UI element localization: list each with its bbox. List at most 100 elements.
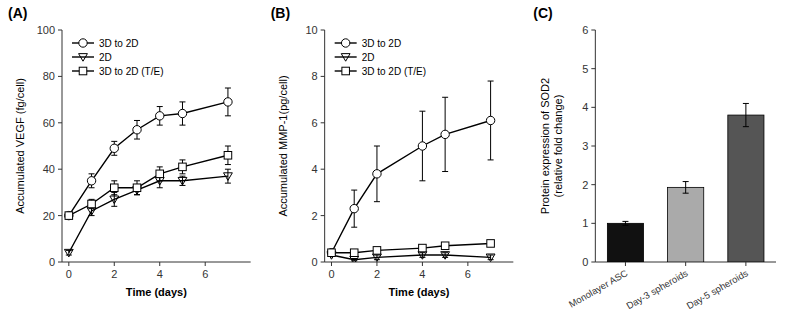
y-tick <box>591 107 595 108</box>
legend-line <box>335 56 357 57</box>
plot-area <box>64 88 232 257</box>
point <box>418 252 427 260</box>
error-bar <box>683 182 689 194</box>
point <box>110 196 119 204</box>
point <box>441 252 450 260</box>
legend-label: 2D <box>99 52 112 63</box>
x-tick <box>745 262 746 266</box>
x-tick <box>68 262 69 266</box>
legend-line <box>72 56 94 57</box>
point <box>111 184 119 192</box>
point <box>373 254 382 262</box>
series <box>328 240 495 257</box>
y-tick <box>58 262 62 263</box>
y-tick <box>58 76 62 77</box>
y-axis-label: Accumulated VEGF (fg/cell) <box>14 78 26 214</box>
y-tick <box>58 215 62 216</box>
point <box>328 249 336 257</box>
series <box>65 146 232 219</box>
point <box>350 249 358 257</box>
x-tick-label: 2 <box>111 268 117 280</box>
panel-title: (C) <box>533 5 552 21</box>
x-tick-label: 6 <box>465 268 471 280</box>
x-tick-label: 0 <box>328 268 334 280</box>
error-bar <box>111 181 117 195</box>
x-tick <box>467 262 468 266</box>
legend: 3D to 2D2D3D to 2D (T/E) <box>331 32 435 82</box>
point <box>419 244 427 252</box>
point <box>224 98 232 106</box>
point <box>486 254 495 262</box>
legend-marker <box>341 39 349 47</box>
y-tick <box>321 76 325 77</box>
x-axis-label: Time (days) <box>126 286 187 298</box>
y-tick-label: 60 <box>43 117 55 129</box>
legend-marker <box>341 54 350 62</box>
legend-marker <box>79 67 87 75</box>
chart-svg: (A)020406080100Accumulated VEGF (fg/cell… <box>0 0 788 327</box>
y-tick <box>591 223 595 224</box>
plot-area <box>607 103 764 262</box>
point <box>65 212 73 220</box>
y-tick-label: 2 <box>582 179 588 191</box>
error-bar <box>225 146 231 165</box>
series-line <box>69 102 228 216</box>
y-tick-label: 4 <box>312 163 318 175</box>
point <box>487 240 495 248</box>
point <box>178 177 187 185</box>
point <box>373 170 381 178</box>
y-axis-label-line: (relative fold change) <box>552 95 564 198</box>
x-tick <box>376 262 377 266</box>
y-tick-label: 0 <box>582 256 588 268</box>
y-axis-label-line: Accumulated MMP-1(pg/cell) <box>277 75 289 216</box>
panel: (A)020406080100Accumulated VEGF (fg/cell… <box>8 5 251 298</box>
plot-area <box>327 81 495 262</box>
legend-marker <box>79 39 87 47</box>
y-tick <box>321 169 325 170</box>
y-axis-line <box>62 30 63 262</box>
point <box>110 144 118 152</box>
y-tick-label: 10 <box>305 24 317 36</box>
y-tick <box>591 30 595 31</box>
series-line <box>69 155 228 215</box>
point <box>64 249 73 257</box>
x-tick-label: 4 <box>157 268 163 280</box>
y-tick-label: 2 <box>312 210 318 222</box>
point <box>224 152 232 160</box>
y-tick-label: 8 <box>312 70 318 82</box>
bar <box>607 223 643 262</box>
y-axis-label-line: Protein expression of SOD2 <box>539 78 551 214</box>
legend-label: 2D <box>362 52 375 63</box>
point <box>156 112 164 120</box>
legend-label: 3D to 2D <box>99 38 138 49</box>
x-tick <box>422 262 423 266</box>
x-tick-label: 0 <box>66 268 72 280</box>
x-tick-label: 2 <box>374 268 380 280</box>
y-tick <box>58 122 62 123</box>
point <box>179 163 187 171</box>
y-tick-label: 4 <box>582 101 588 113</box>
panel: (B)0246810Accumulated MMP-1(pg/cell)0246… <box>271 5 514 298</box>
series-line <box>69 176 228 253</box>
x-axis-line <box>62 262 251 263</box>
x-axis-label: Time (days) <box>389 286 450 298</box>
y-tick <box>591 68 595 69</box>
y-tick <box>321 262 325 263</box>
y-tick <box>321 30 325 31</box>
legend-background <box>331 32 435 82</box>
point <box>178 109 186 117</box>
y-axis-label: Accumulated MMP-1(pg/cell) <box>277 75 289 216</box>
y-axis-line <box>324 30 325 262</box>
y-tick-label: 6 <box>312 117 318 129</box>
series <box>64 169 232 257</box>
x-tick <box>331 262 332 266</box>
legend-marker <box>342 67 350 75</box>
bar <box>668 187 704 262</box>
y-tick-label: 20 <box>43 210 55 222</box>
y-tick-label: 0 <box>49 256 55 268</box>
point <box>133 126 141 134</box>
point <box>350 204 358 212</box>
x-tick-label: Day-3 spheroids <box>624 267 690 311</box>
y-axis-line <box>595 30 596 262</box>
legend-label: 3D to 2D <box>362 38 401 49</box>
